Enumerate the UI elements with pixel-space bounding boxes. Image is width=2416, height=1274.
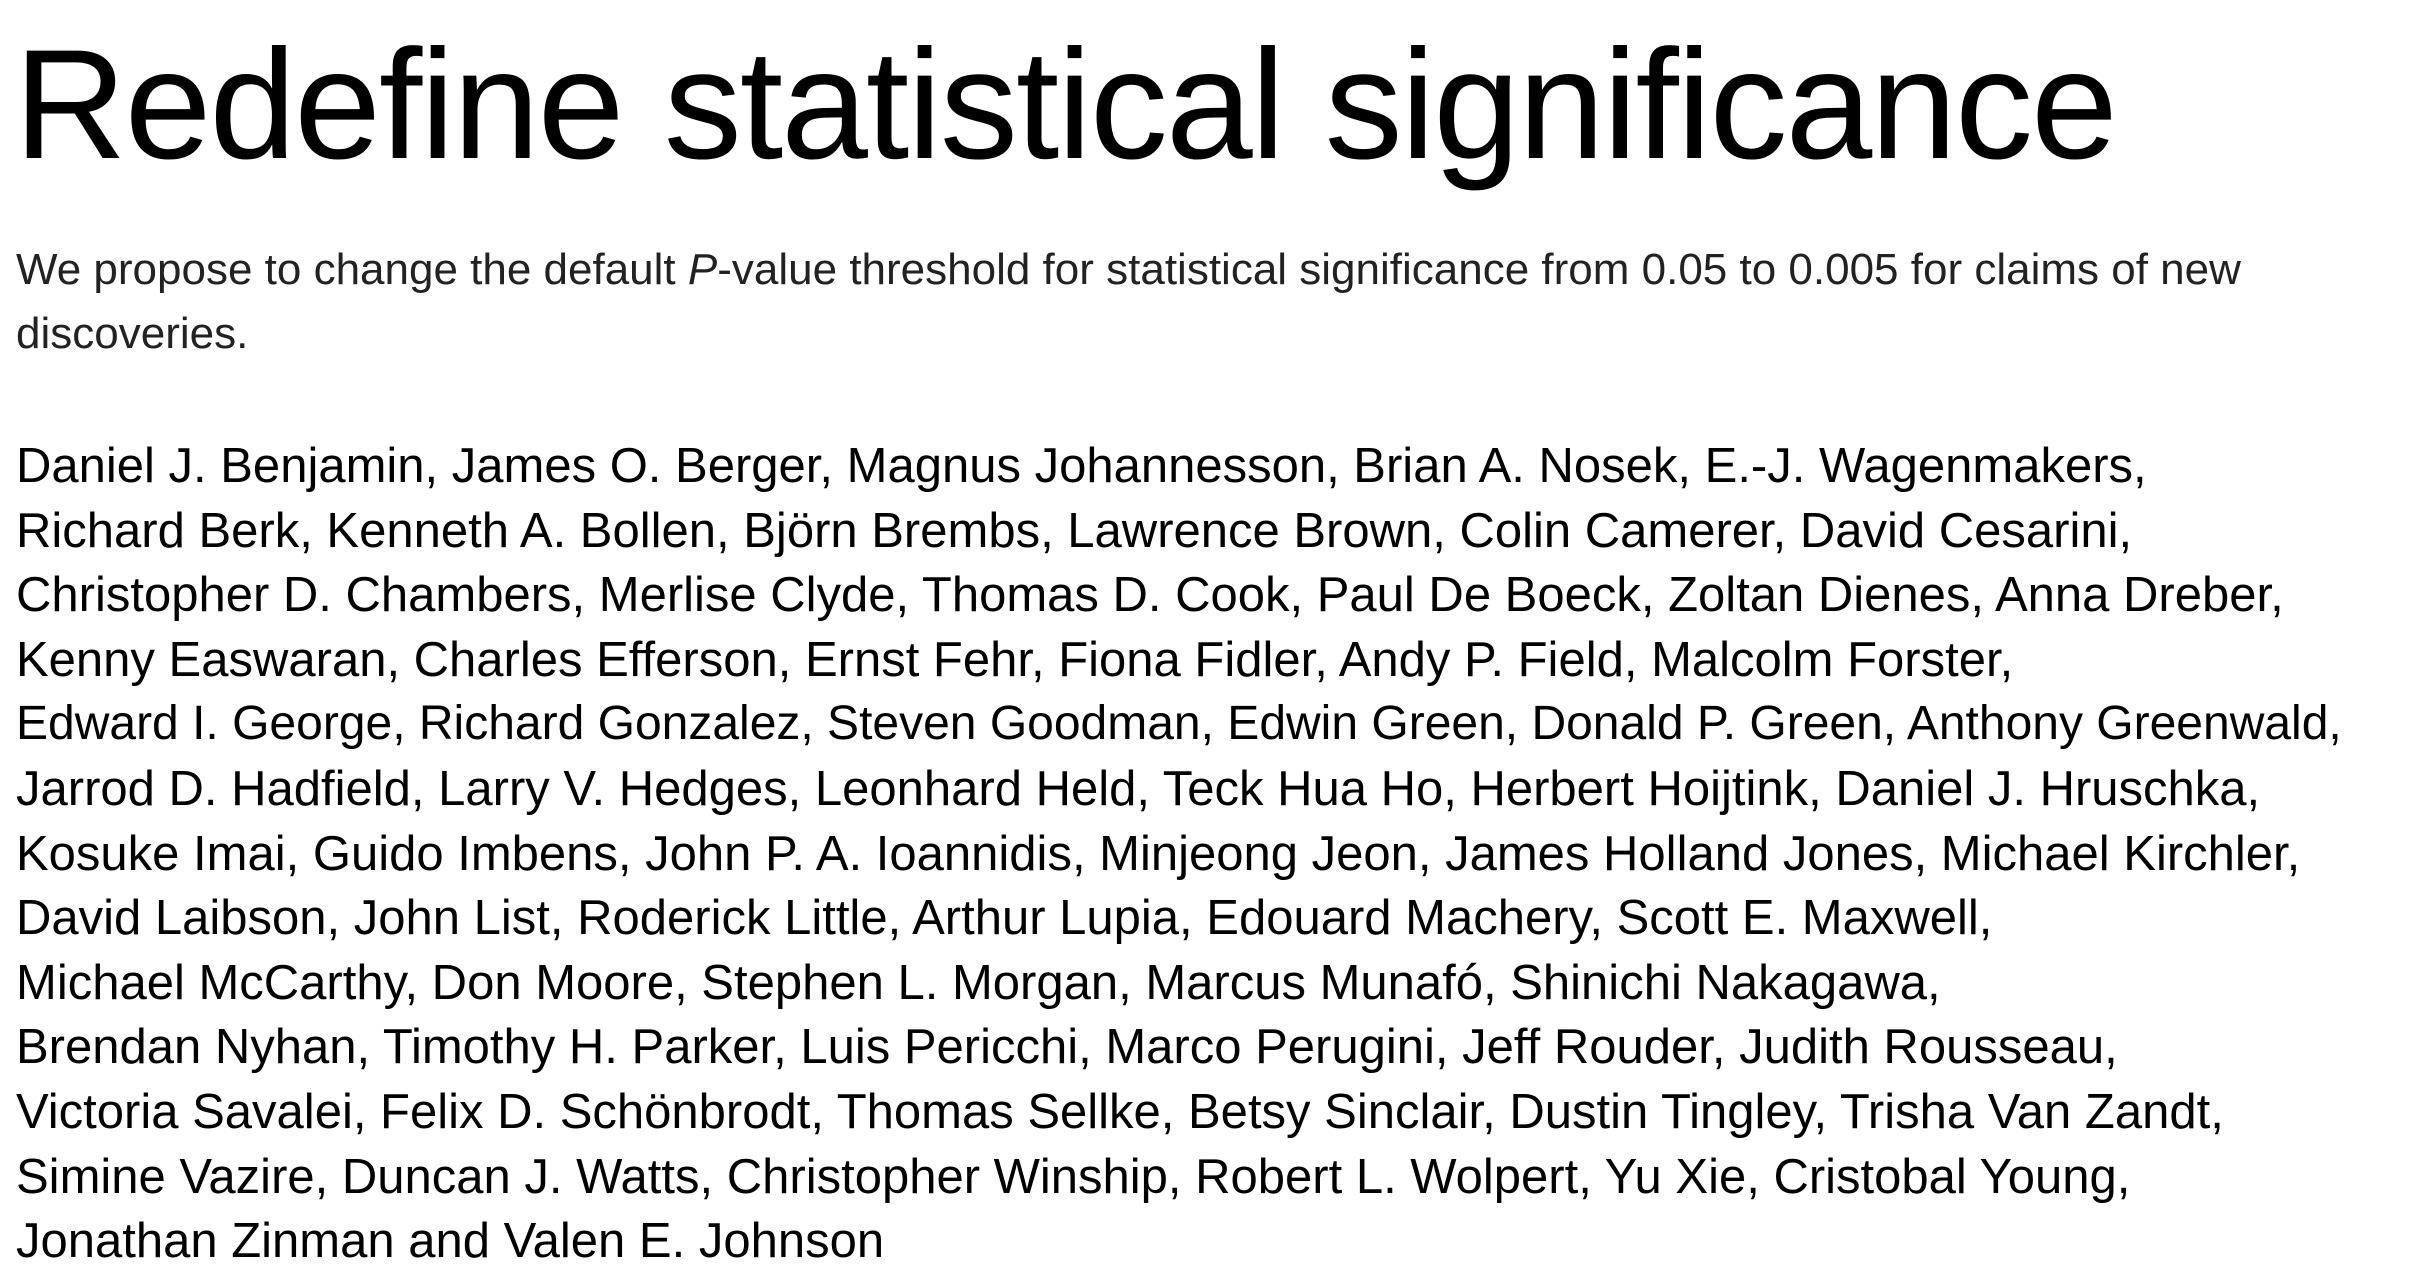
author-line: Kosuke Imai, Guido Imbens, John P. A. Io…	[16, 826, 2301, 881]
abstract-italic: P	[687, 245, 718, 294]
abstract-text: -value threshold for statistical signifi…	[16, 245, 2241, 358]
author-line: David Laibson, John List, Roderick Littl…	[16, 891, 1993, 946]
author-line: Jonathan Zinman and Valen E. Johnson	[16, 1214, 885, 1269]
author-line: Simine Vazire, Duncan J. Watts, Christop…	[16, 1149, 2131, 1204]
abstract-text: We propose to change the default	[16, 245, 688, 294]
author-line: Christopher D. Chambers, Merlise Clyde, …	[16, 568, 2284, 623]
abstract: We propose to change the default P-value…	[16, 238, 2356, 366]
author-line: Brendan Nyhan, Timothy H. Parker, Luis P…	[16, 1020, 2118, 1075]
author-line: Edward I. George, Richard Gonzalez, Stev…	[16, 697, 2342, 751]
author-line: Kenny Easwaran, Charles Efferson, Ernst …	[16, 632, 2014, 687]
author-list: Daniel J. Benjamin, James O. Berger, Mag…	[16, 434, 2342, 1274]
author-line: Jarrod D. Hadfield, Larry V. Hedges, Leo…	[16, 761, 2261, 816]
title: Redefine statistical significance	[14, 18, 2118, 192]
author-line: Daniel J. Benjamin, James O. Berger, Mag…	[16, 439, 2147, 493]
author-line: Victoria Savalei, Felix D. Schönbrodt, T…	[16, 1084, 2224, 1139]
author-line: Michael McCarthy, Don Moore, Stephen L. …	[16, 955, 1941, 1010]
author-line: Richard Berk, Kenneth A. Bollen, Björn B…	[16, 503, 2133, 558]
